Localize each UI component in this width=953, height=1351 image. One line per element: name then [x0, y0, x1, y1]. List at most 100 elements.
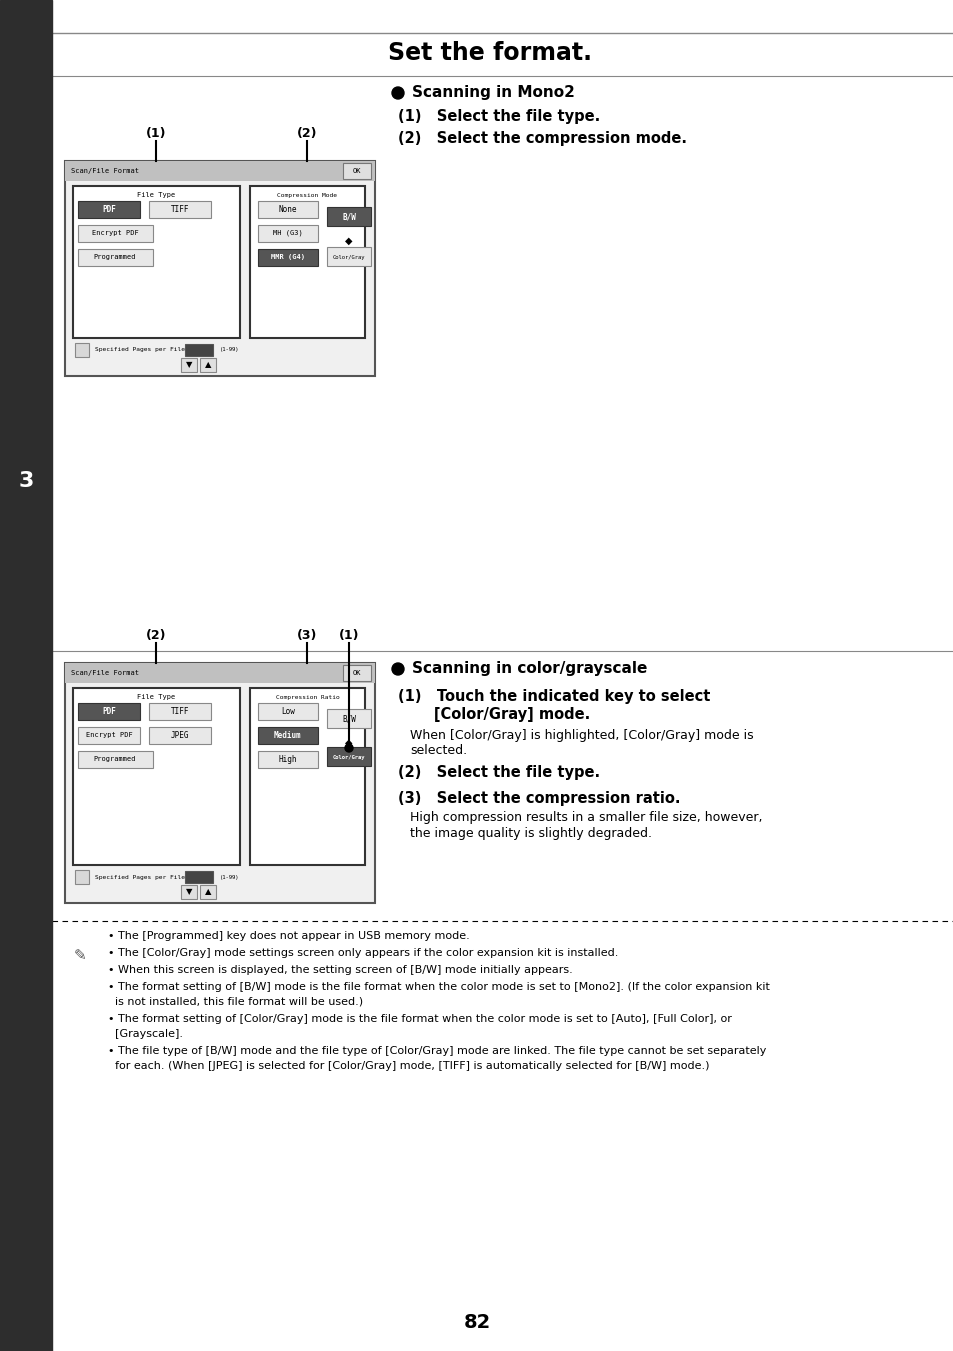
Bar	[0, 0, 52, 1351]
Bar	[73, 688, 240, 865]
Text: When [Color/Gray] is highlighted, [Color/Gray] mode is: When [Color/Gray] is highlighted, [Color…	[410, 728, 753, 742]
Circle shape	[392, 663, 403, 676]
Text: 82: 82	[463, 1313, 490, 1332]
Text: PDF: PDF	[102, 204, 116, 213]
Bar	[185, 345, 213, 357]
Text: • The format setting of [B/W] mode is the file format when the color mode is set: • The format setting of [B/W] mode is th…	[108, 982, 769, 992]
Text: TIFF: TIFF	[171, 204, 189, 213]
Text: (2)   Select the file type.: (2) Select the file type.	[397, 766, 599, 781]
Text: None: None	[278, 204, 297, 213]
Bar	[65, 161, 375, 376]
Bar	[78, 249, 152, 266]
Bar	[250, 688, 365, 865]
Text: (3)   Select the compression ratio.: (3) Select the compression ratio.	[397, 790, 679, 805]
Bar	[257, 703, 317, 720]
Text: Scan/File Format: Scan/File Format	[71, 168, 139, 174]
Bar	[257, 201, 317, 218]
Bar	[78, 226, 152, 242]
Text: High compression results in a smaller file size, however,: High compression results in a smaller fi…	[410, 811, 761, 824]
Bar	[65, 663, 375, 902]
Text: Specified Pages per File: Specified Pages per File	[95, 874, 185, 880]
Text: • The format setting of [Color/Gray] mode is the file format when the color mode: • The format setting of [Color/Gray] mod…	[108, 1015, 731, 1024]
Text: Programmed: Programmed	[93, 254, 136, 259]
Text: (2)   Select the compression mode.: (2) Select the compression mode.	[397, 131, 686, 146]
Text: Encrypt PDF: Encrypt PDF	[86, 732, 132, 738]
Bar	[75, 870, 89, 884]
Text: ▼: ▼	[186, 361, 193, 370]
Bar	[327, 747, 371, 766]
Text: Scanning in color/grayscale: Scanning in color/grayscale	[412, 662, 647, 677]
Text: Scanning in Mono2: Scanning in Mono2	[412, 85, 575, 100]
Text: OK: OK	[353, 168, 361, 174]
Text: • When this screen is displayed, the setting screen of [B/W] mode initially appe: • When this screen is displayed, the set…	[108, 965, 572, 975]
Text: File Type: File Type	[137, 694, 175, 700]
Text: • The file type of [B/W] mode and the file type of [Color/Gray] mode are linked.: • The file type of [B/W] mode and the fi…	[108, 1046, 765, 1056]
Text: • The [Programmed] key does not appear in USB memory mode.: • The [Programmed] key does not appear i…	[108, 931, 469, 942]
Bar	[327, 247, 371, 266]
Bar	[200, 358, 215, 372]
Bar	[327, 709, 371, 728]
Text: B/W: B/W	[342, 212, 355, 222]
Bar	[78, 727, 140, 744]
Text: JPEG: JPEG	[171, 731, 189, 739]
Text: OK: OK	[353, 670, 361, 676]
Text: Color/Gray: Color/Gray	[333, 254, 365, 259]
Text: (1)   Select the file type.: (1) Select the file type.	[397, 108, 599, 123]
Text: ◆: ◆	[345, 738, 353, 748]
Text: (1): (1)	[338, 628, 359, 642]
Text: Set the format.: Set the format.	[388, 41, 592, 65]
Bar	[149, 703, 211, 720]
Text: [Grayscale].: [Grayscale].	[108, 1029, 183, 1039]
Bar	[78, 751, 152, 767]
Bar	[149, 201, 211, 218]
Text: selected.: selected.	[410, 744, 467, 758]
Bar	[149, 727, 211, 744]
Bar	[75, 343, 89, 357]
Text: File Type: File Type	[137, 192, 175, 199]
Text: (1-99): (1-99)	[220, 347, 239, 353]
Text: Scan/File Format: Scan/File Format	[71, 670, 139, 676]
Bar	[78, 201, 140, 218]
Bar	[65, 663, 375, 684]
Bar	[250, 186, 365, 338]
Text: is not installed, this file format will be used.): is not installed, this file format will …	[108, 997, 363, 1006]
Text: • The [Color/Gray] mode settings screen only appears if the color expansion kit : • The [Color/Gray] mode settings screen …	[108, 948, 618, 958]
Text: ▼: ▼	[186, 888, 193, 897]
Text: (1-99): (1-99)	[220, 874, 239, 880]
Bar	[257, 751, 317, 767]
Text: Compression Ratio: Compression Ratio	[275, 694, 339, 700]
Text: Color/Gray: Color/Gray	[333, 754, 365, 759]
Text: TIFF: TIFF	[171, 707, 189, 716]
Bar	[78, 703, 140, 720]
Text: MH (G3): MH (G3)	[273, 230, 302, 236]
Text: MMR (G4): MMR (G4)	[271, 254, 305, 259]
Text: (1): (1)	[146, 127, 167, 139]
Bar	[181, 885, 196, 898]
Bar	[200, 885, 215, 898]
Text: Low: Low	[281, 707, 294, 716]
Bar	[257, 226, 317, 242]
Bar	[73, 186, 240, 338]
Text: (2): (2)	[297, 127, 317, 139]
Text: 3: 3	[18, 471, 33, 490]
Bar	[181, 358, 196, 372]
Bar	[257, 249, 317, 266]
Bar	[185, 871, 213, 884]
Text: Medium: Medium	[274, 731, 301, 739]
Text: Compression Mode: Compression Mode	[277, 192, 337, 197]
Bar	[65, 161, 375, 181]
Text: ✎: ✎	[73, 948, 87, 963]
Text: PDF: PDF	[102, 707, 116, 716]
Circle shape	[345, 744, 353, 753]
Circle shape	[392, 86, 403, 99]
Bar	[343, 665, 371, 681]
Text: (2): (2)	[146, 628, 167, 642]
Text: ▲: ▲	[205, 361, 211, 370]
Text: Specified Pages per File: Specified Pages per File	[95, 347, 185, 353]
Bar	[343, 163, 371, 178]
Bar	[327, 207, 371, 226]
Text: ◆: ◆	[345, 236, 353, 246]
Text: (3): (3)	[297, 628, 317, 642]
Bar	[257, 727, 317, 744]
Text: ▲: ▲	[205, 888, 211, 897]
